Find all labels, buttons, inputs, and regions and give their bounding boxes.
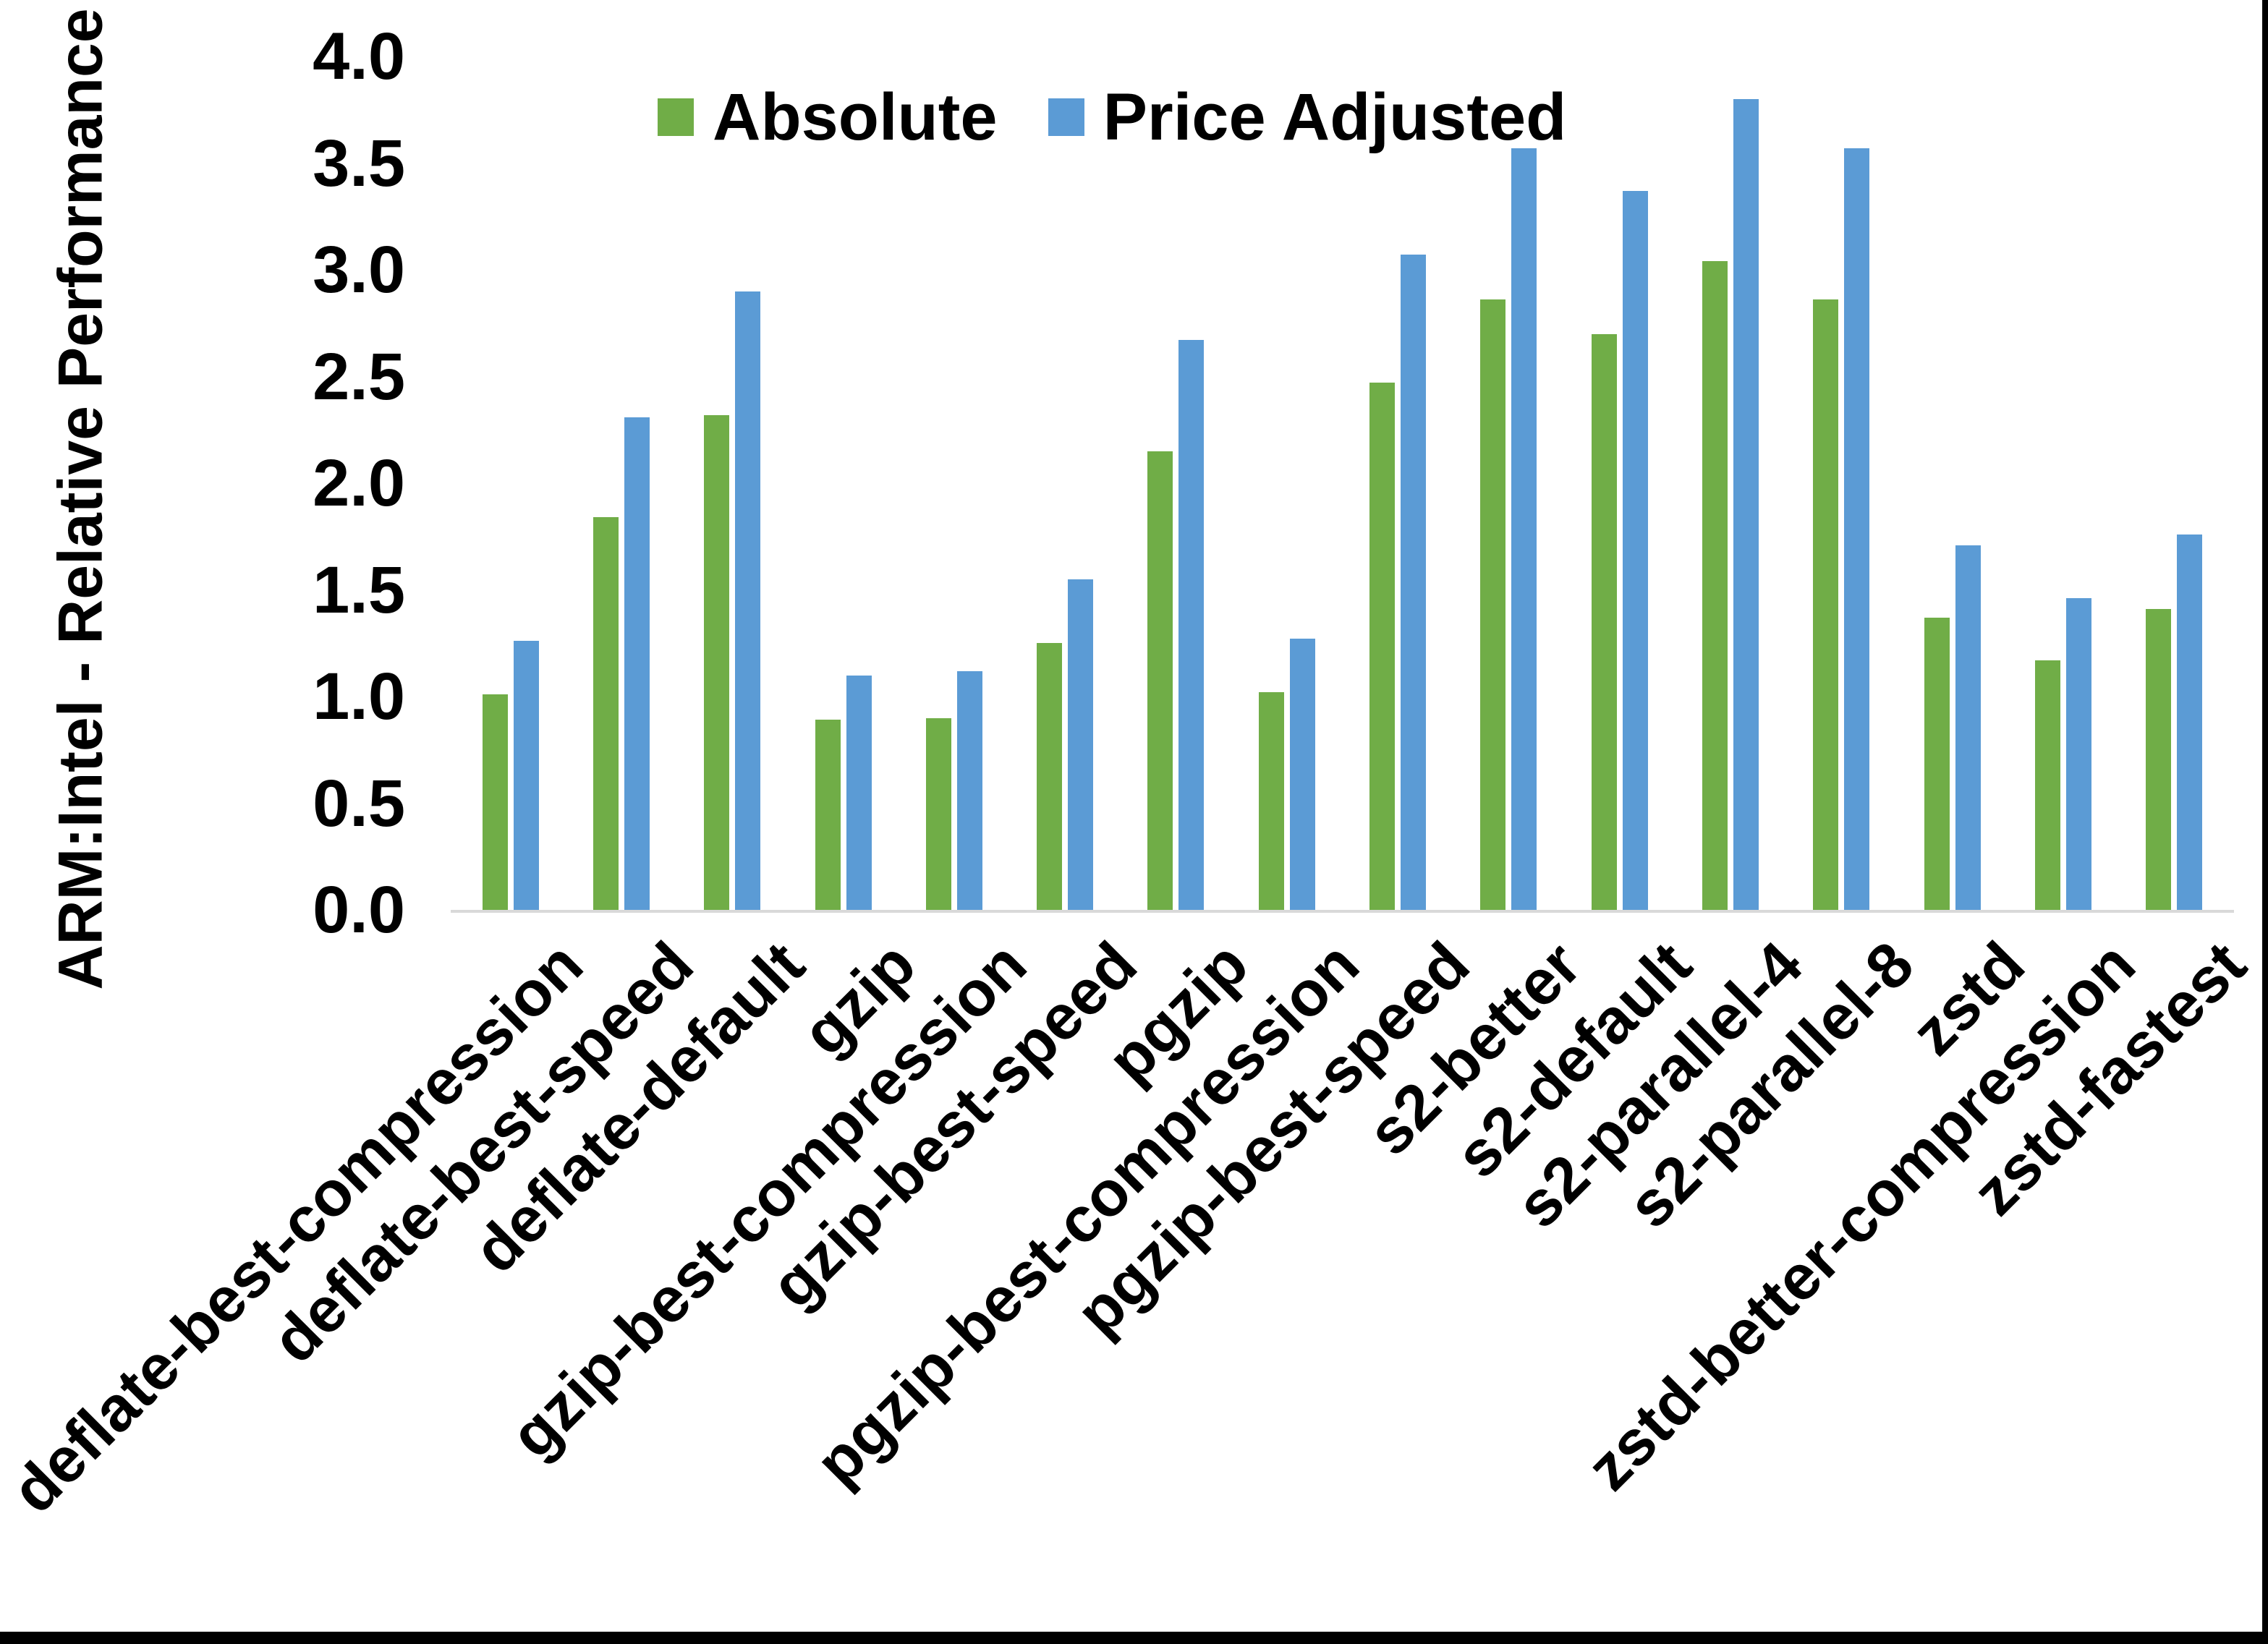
y-tick-label-1.5: 1.5 <box>313 553 405 627</box>
bar-absolute-deflate-best-compression <box>482 694 508 910</box>
bar-absolute-zstd <box>1924 617 1950 910</box>
bar-absolute-zstd-better-compression <box>2034 660 2060 910</box>
legend-label-absolute: Absolute <box>713 80 998 154</box>
legend-item-absolute: Absolute <box>658 81 998 153</box>
bar-price-adjusted-pgzip-best-speed <box>1401 255 1427 910</box>
legend-swatch-price-adjusted <box>1048 98 1084 136</box>
bar-absolute-pgzip <box>1147 451 1173 910</box>
bar-price-adjusted-deflate-best-speed <box>624 417 650 910</box>
legend-item-price-adjusted: Price Adjusted <box>1048 80 1567 154</box>
bar-price-adjusted-zstd-better-compression <box>2065 598 2091 910</box>
bar-price-adjusted-s2-parallel-4 <box>1733 99 1759 910</box>
bar-price-adjusted-gzip <box>846 675 872 910</box>
bar-absolute-deflate-default <box>704 414 730 910</box>
y-tick-label-0.5: 0.5 <box>313 766 405 840</box>
bar-price-adjusted-zstd <box>1955 545 1981 910</box>
x-axis-line <box>451 910 2234 913</box>
y-tick-label-2.0: 2.0 <box>313 446 405 520</box>
legend-label-price-adjusted: Price Adjusted <box>1103 80 1567 154</box>
bar-absolute-s2-parallel-8 <box>1813 299 1839 910</box>
bar-absolute-deflate-best-speed <box>593 517 619 910</box>
y-tick-label-2.5: 2.5 <box>313 339 405 414</box>
y-tick-label-3.0: 3.0 <box>313 233 405 307</box>
bar-absolute-gzip-best-speed <box>1037 643 1063 910</box>
bar-absolute-gzip <box>815 720 841 910</box>
bar-absolute-gzip-best-compression <box>925 717 951 910</box>
image-bottom-border <box>0 1632 2268 1644</box>
bar-absolute-s2-default <box>1591 333 1617 910</box>
bar-price-adjusted-gzip-best-compression <box>956 670 982 910</box>
bar-price-adjusted-zstd-fastest <box>2177 534 2203 910</box>
bar-price-adjusted-gzip-best-speed <box>1068 579 1094 910</box>
bar-absolute-s2-parallel-4 <box>1702 261 1728 910</box>
bar-price-adjusted-s2-default <box>1622 190 1648 910</box>
y-tick-label-3.5: 3.5 <box>313 126 405 200</box>
bar-absolute-s2-better <box>1480 299 1506 910</box>
bar-price-adjusted-s2-better <box>1511 148 1537 910</box>
y-tick-label-4.0: 4.0 <box>313 20 405 93</box>
image-right-border <box>2262 0 2268 1644</box>
bar-price-adjusted-pgzip-best-compression <box>1289 639 1315 910</box>
legend-swatch-absolute <box>658 98 694 136</box>
bar-absolute-pgzip-best-speed <box>1369 383 1396 910</box>
bar-absolute-pgzip-best-compression <box>1258 692 1284 910</box>
bar-price-adjusted-s2-parallel-8 <box>1844 148 1870 910</box>
legend: Absolute Price Adjusted <box>658 81 1566 153</box>
bar-price-adjusted-pgzip <box>1178 340 1205 910</box>
bar-price-adjusted-deflate-default <box>735 291 761 910</box>
y-tick-label-0.0: 0.0 <box>313 873 405 947</box>
y-axis-title: ARM:Intel - Relative Performance <box>46 8 116 990</box>
y-tick-label-1.0: 1.0 <box>313 660 405 733</box>
bar-price-adjusted-deflate-best-compression <box>513 641 539 910</box>
bar-absolute-zstd-fastest <box>2146 609 2172 910</box>
